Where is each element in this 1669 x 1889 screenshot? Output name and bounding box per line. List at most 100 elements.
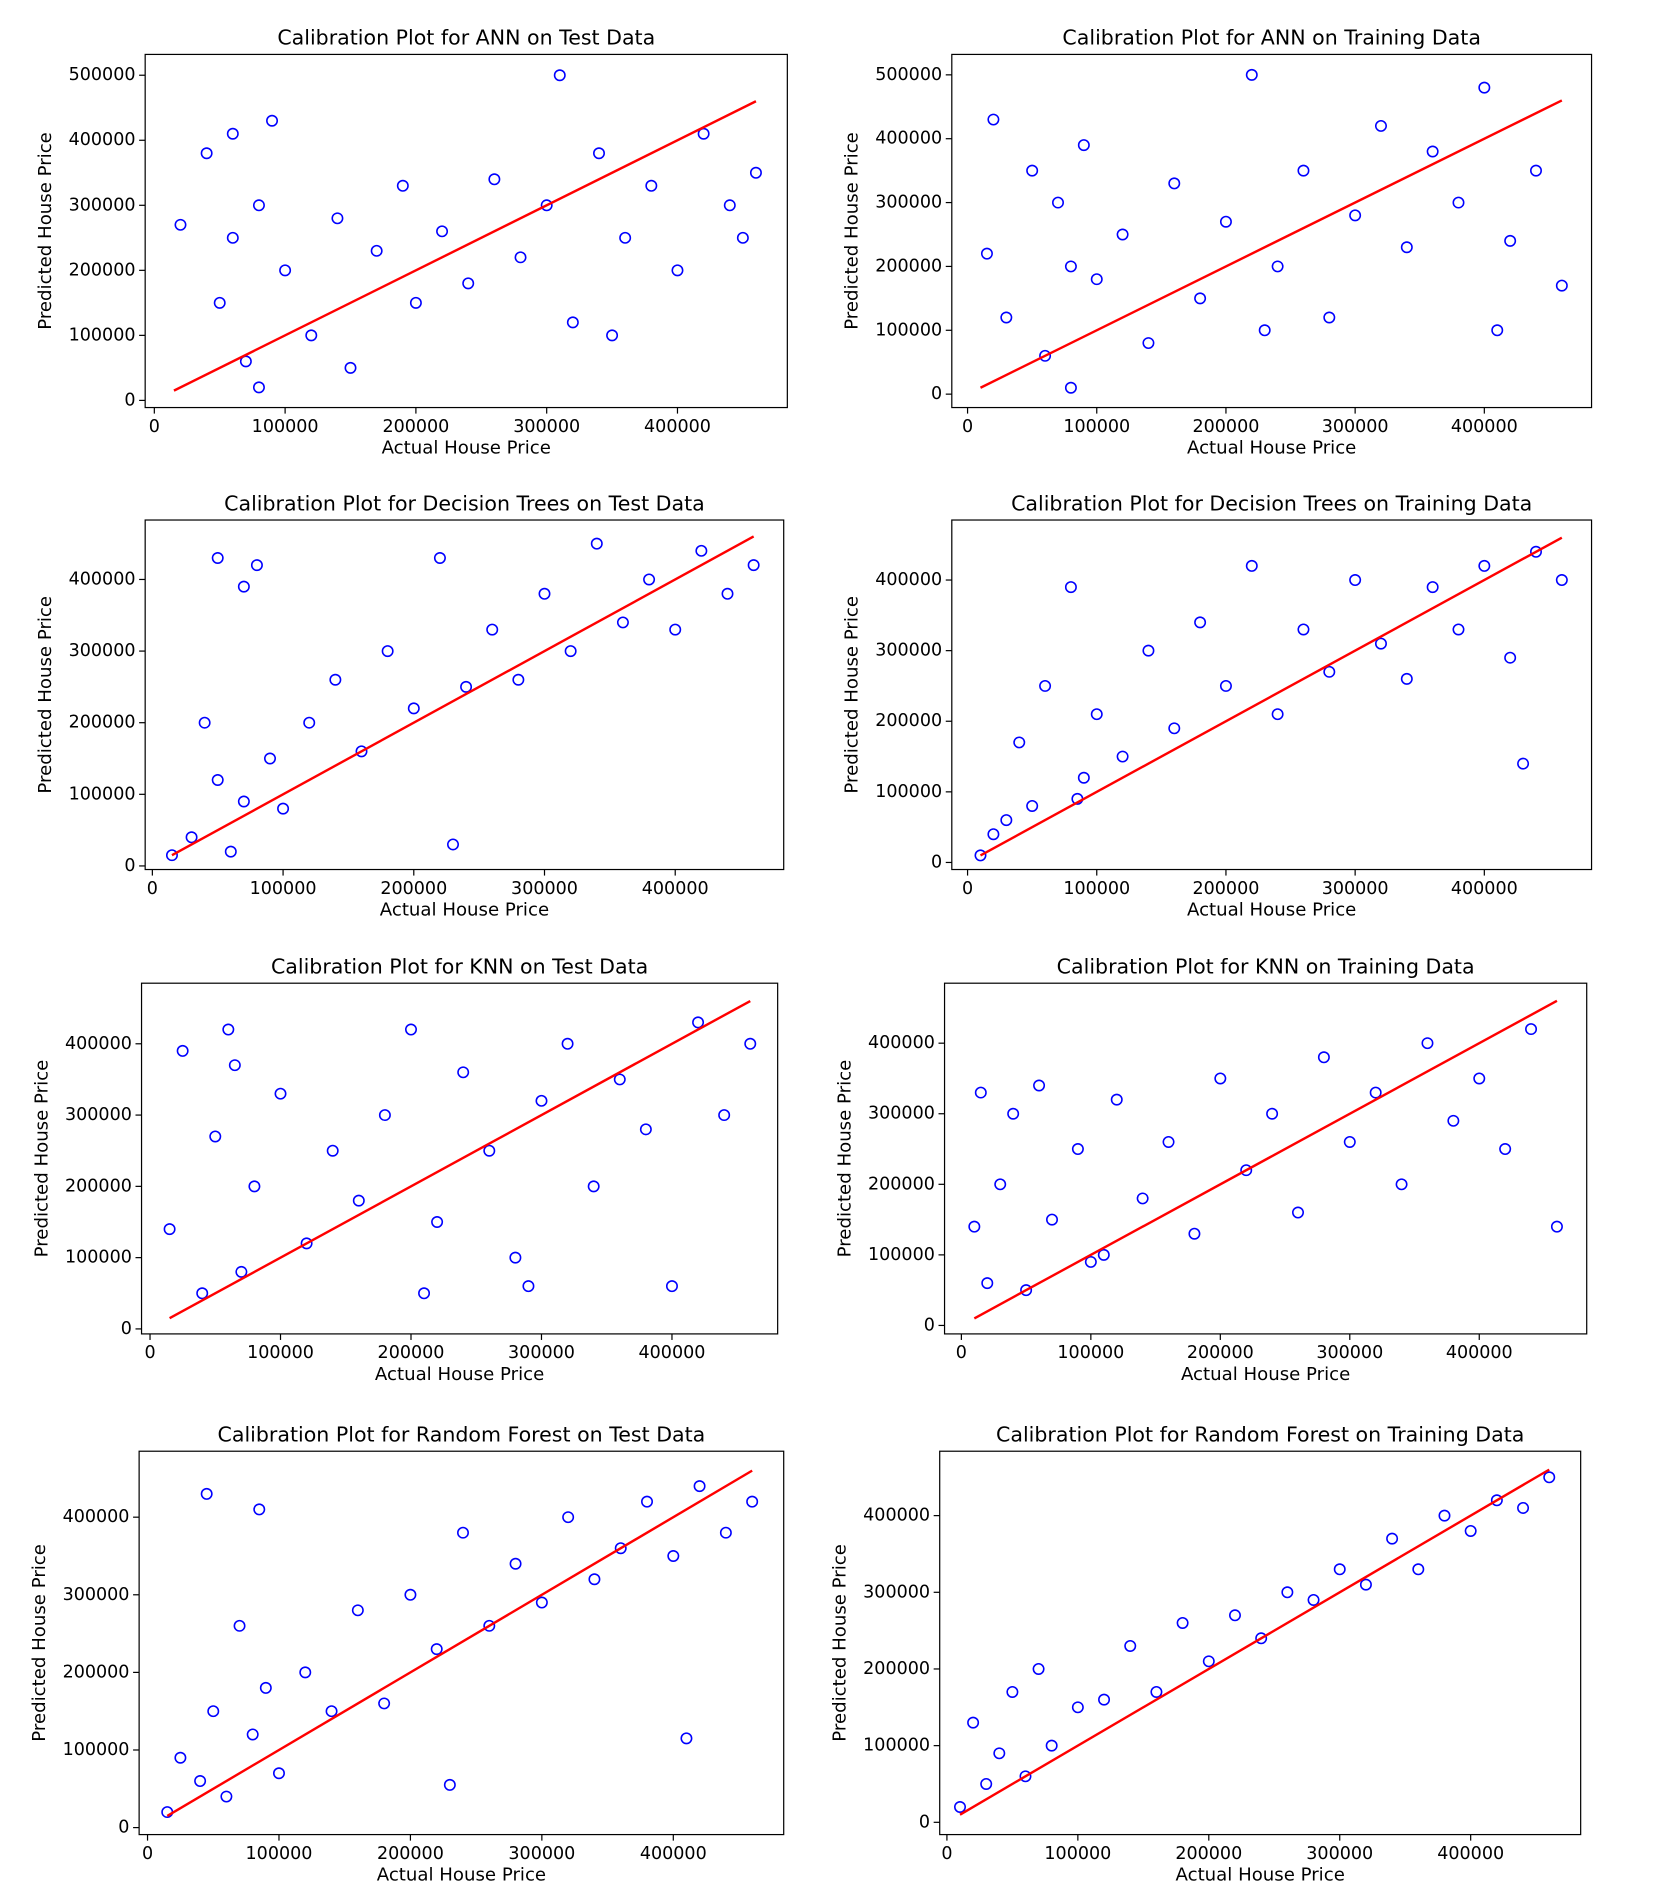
y-axis-label: Predicted House Price (834, 1060, 855, 1258)
x-tick-label: 300000 (511, 879, 578, 899)
point (226, 231, 239, 244)
point (404, 1588, 417, 1601)
point (692, 1016, 705, 1029)
y-tick-label: 300000 (69, 641, 136, 661)
x-tick-label: 200000 (377, 1844, 444, 1864)
point (396, 179, 409, 192)
point (488, 173, 501, 186)
x-tick-label: 100000 (246, 1844, 313, 1864)
chart-title: Calibration Plot for KNN on Training Dat… (1057, 954, 1475, 978)
point (207, 1705, 220, 1718)
point (483, 1619, 496, 1632)
point (259, 1681, 272, 1694)
reference-line (979, 536, 1563, 857)
point (381, 645, 394, 658)
point (981, 1277, 994, 1290)
point (165, 849, 178, 862)
point (266, 114, 279, 127)
point (457, 1526, 469, 1539)
x-tick-label: 100000 (250, 879, 317, 899)
x-axis-label: Actual House Price (375, 1364, 544, 1385)
point (564, 645, 577, 658)
axes-frame (144, 53, 788, 409)
point (248, 1180, 261, 1193)
y-tick-label: 200000 (69, 260, 136, 280)
point (535, 1596, 548, 1609)
point (1478, 559, 1491, 572)
x-tick-label: 300000 (513, 417, 580, 437)
y-tick-label: 0 (919, 1812, 930, 1832)
point (196, 1287, 209, 1300)
point (606, 329, 619, 342)
y-tick-label: 200000 (875, 711, 942, 731)
point (1438, 1509, 1451, 1522)
subplot: Calibration Plot for KNN on Training Dat… (834, 954, 1588, 1385)
point (1077, 139, 1090, 152)
point (987, 828, 1000, 841)
point (590, 537, 603, 550)
point (1116, 228, 1129, 241)
y-tick-label: 0 (124, 390, 135, 410)
point (1064, 260, 1077, 273)
point (980, 1777, 993, 1790)
point (561, 1037, 574, 1050)
point (522, 1280, 535, 1293)
y-tick-label: 400000 (875, 570, 942, 590)
x-tick-label: 200000 (1187, 1343, 1254, 1363)
point (409, 296, 422, 309)
point (1045, 1739, 1058, 1752)
point (431, 1216, 444, 1228)
point (641, 1495, 653, 1508)
point (1452, 623, 1465, 636)
point (1245, 68, 1258, 81)
x-tick-label: 400000 (642, 879, 709, 899)
x-tick-label: 400000 (640, 1844, 707, 1864)
point (1297, 623, 1310, 636)
point (1098, 1693, 1111, 1706)
point (299, 1666, 312, 1679)
y-tick-label: 300000 (875, 193, 942, 213)
point (1219, 679, 1232, 692)
y-tick-label: 100000 (868, 1245, 935, 1265)
chart-title: Calibration Plot for Decision Trees on T… (1011, 491, 1532, 515)
point (1039, 679, 1052, 692)
point (619, 231, 632, 244)
chart-title: Calibration Plot for KNN on Test Data (271, 954, 648, 978)
point (1504, 234, 1517, 247)
reference-line (173, 100, 757, 392)
point (246, 1728, 259, 1741)
point (447, 838, 459, 851)
point (1323, 311, 1336, 324)
point (671, 264, 684, 277)
y-tick-label: 200000 (875, 256, 942, 276)
point (224, 845, 237, 858)
x-tick-label: 200000 (378, 1343, 445, 1363)
point (1020, 1284, 1033, 1297)
x-axis-label: Actual House Price (382, 438, 551, 459)
points (980, 68, 1568, 394)
point (1142, 337, 1155, 350)
subplot: Calibration Plot for ANN on Training Dat… (842, 26, 1593, 459)
y-axis-label: Predicted House Price (31, 1060, 52, 1258)
point (252, 199, 265, 212)
point (747, 559, 760, 572)
point (721, 587, 734, 600)
point (1245, 559, 1258, 572)
point (460, 680, 473, 693)
point (1168, 177, 1181, 190)
point (462, 277, 475, 290)
point (1110, 1093, 1123, 1106)
point (566, 316, 579, 329)
point (250, 559, 263, 572)
point (746, 1495, 759, 1508)
points (174, 69, 762, 394)
point (1271, 260, 1284, 273)
point (378, 1697, 391, 1710)
x-tick-label: 400000 (1437, 1844, 1504, 1864)
point (1142, 644, 1155, 657)
y-tick-label: 200000 (863, 1659, 930, 1679)
x-tick-label: 300000 (1322, 879, 1389, 899)
point (1349, 209, 1362, 222)
axes-frame (138, 1450, 785, 1836)
point (252, 381, 265, 394)
